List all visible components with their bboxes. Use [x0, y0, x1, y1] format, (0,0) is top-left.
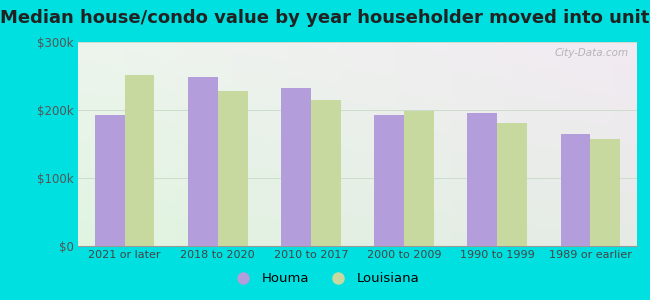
- Legend: Houma, Louisiana: Houma, Louisiana: [225, 267, 425, 290]
- Bar: [560, 134, 590, 246]
- Bar: [125, 75, 155, 246]
- Bar: [281, 88, 311, 246]
- Bar: [374, 115, 404, 246]
- Bar: [188, 77, 218, 246]
- Text: City-Data.com: City-Data.com: [554, 48, 629, 58]
- Text: Median house/condo value by year householder moved into unit: Median house/condo value by year househo…: [0, 9, 650, 27]
- Bar: [467, 113, 497, 246]
- Bar: [311, 100, 341, 246]
- Bar: [95, 116, 125, 246]
- Bar: [404, 111, 434, 246]
- Bar: [497, 123, 527, 246]
- Bar: [218, 91, 248, 246]
- Bar: [590, 139, 620, 246]
